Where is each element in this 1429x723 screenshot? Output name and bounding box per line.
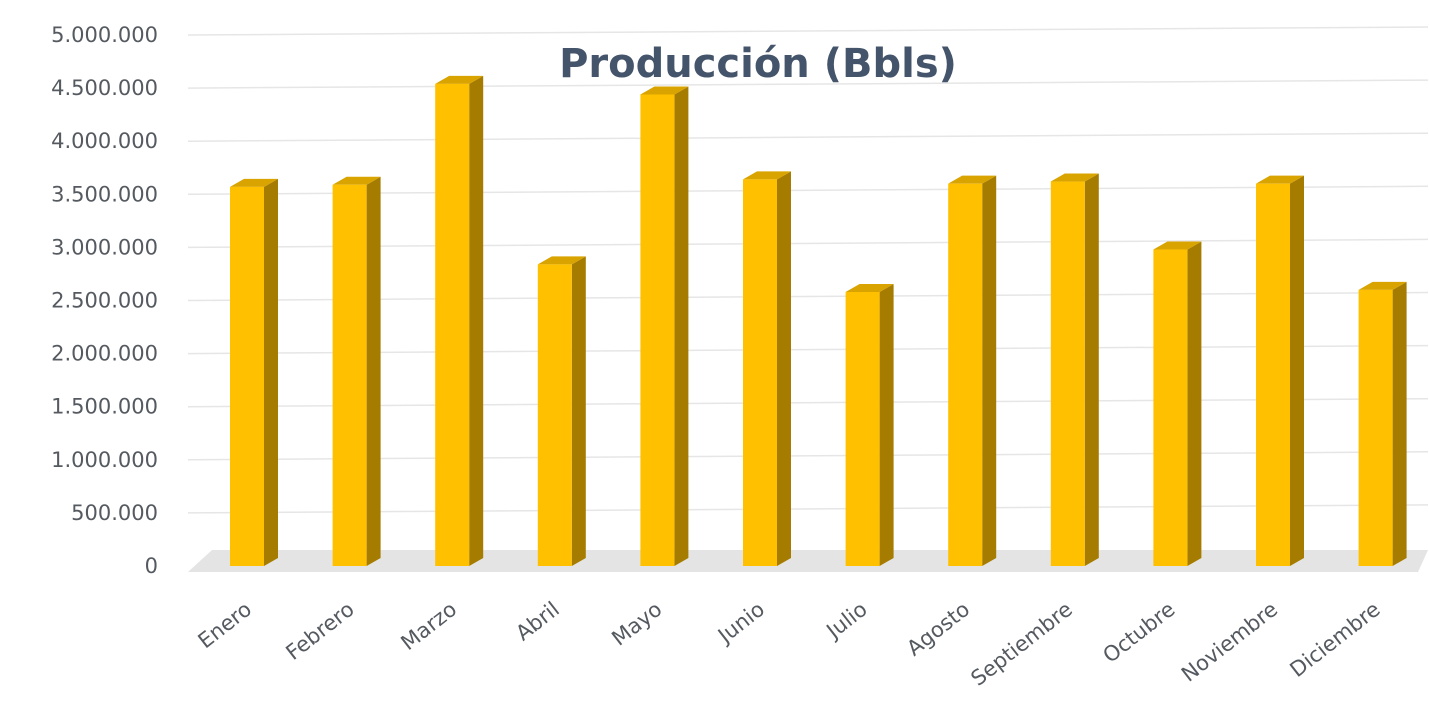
bars — [230, 75, 1407, 567]
y-tick-label: 0 — [145, 554, 158, 578]
bar — [537, 256, 586, 566]
x-category-label: Octubre — [1098, 597, 1179, 668]
y-tick-label: 1.500.000 — [51, 395, 158, 419]
y-tick-label: 1.000.000 — [51, 448, 158, 472]
y-tick-label: 5.000.000 — [51, 23, 158, 47]
gridline — [187, 451, 1429, 461]
bar — [435, 75, 484, 567]
bar — [1256, 175, 1304, 566]
bar-front-face — [1358, 289, 1393, 566]
bar-side-face — [1290, 175, 1304, 566]
floor-plane — [188, 550, 1428, 572]
y-tick-label: 4.500.000 — [51, 76, 158, 100]
x-category-label: Febrero — [281, 597, 358, 665]
bar-side-face — [674, 86, 689, 567]
bar-front-face — [332, 184, 367, 566]
bar-side-face — [777, 171, 791, 566]
bar — [845, 284, 894, 566]
gridlines — [187, 26, 1429, 514]
x-category-label: Marzo — [396, 597, 461, 655]
bar-top-face — [1358, 281, 1407, 290]
bar — [640, 86, 689, 567]
bar — [1050, 173, 1099, 566]
x-category-label: Enero — [194, 597, 256, 653]
chart-title: Producción (Bbls) — [559, 41, 957, 87]
y-tick-label: 3.000.000 — [51, 235, 158, 259]
bar-top-face — [332, 176, 381, 185]
bar — [743, 171, 791, 566]
x-category-label: Agosto — [902, 597, 974, 661]
bar-top-face — [948, 175, 997, 184]
x-category-label: Diciembre — [1285, 597, 1384, 682]
x-axis-category-labels: Enero Febrero Marzo Abril Mayo Junio Julio Agos… — [194, 597, 1385, 691]
x-category-label: Junio — [712, 597, 769, 649]
gridline — [187, 185, 1429, 196]
bar-top-face — [1153, 241, 1202, 250]
y-axis-tick-labels: 0 500.000 1.000.000 1.500.000 2.000.000 2.500… — [51, 23, 158, 578]
bar-top-face — [537, 256, 586, 265]
gridline — [187, 291, 1429, 302]
bar-side-face — [366, 176, 381, 566]
bar-front-face — [845, 292, 880, 566]
y-tick-label: 3.500.000 — [51, 182, 158, 206]
x-category-label: Julio — [821, 597, 872, 644]
bar — [948, 175, 997, 566]
bar-side-face — [879, 284, 894, 566]
bar-front-face — [1256, 183, 1290, 566]
gridline — [187, 344, 1429, 355]
x-category-label: Mayo — [607, 597, 666, 651]
gridline — [187, 238, 1429, 249]
bar-side-face — [982, 175, 997, 566]
y-tick-label: 4.000.000 — [51, 129, 158, 153]
x-category-label: Noviembre — [1177, 597, 1282, 686]
y-tick-label: 2.500.000 — [51, 289, 158, 313]
chart-floor — [188, 550, 1428, 572]
bar-side-face — [1187, 241, 1202, 567]
y-tick-label: 500.000 — [71, 501, 158, 525]
bar-side-face — [469, 75, 484, 567]
bar-front-face — [948, 183, 983, 566]
bar-side-face — [571, 256, 586, 566]
bar-top-face — [743, 171, 791, 180]
x-category-label: Septiembre — [966, 597, 1076, 691]
bar-front-face — [1050, 181, 1085, 566]
bar-top-face — [1256, 175, 1304, 184]
bar — [230, 178, 278, 566]
bar-front-face — [435, 83, 470, 567]
bar-side-face — [1392, 281, 1407, 566]
bar-side-face — [1084, 173, 1099, 566]
bar-front-face — [230, 186, 264, 566]
y-tick-label: 2.000.000 — [51, 342, 158, 366]
gridline — [187, 26, 1429, 36]
bar-top-face — [845, 284, 894, 293]
gridline — [187, 397, 1429, 408]
bar-front-face — [537, 264, 572, 566]
bar-top-face — [1050, 173, 1099, 182]
bar — [332, 176, 381, 566]
bar-top-face — [435, 75, 484, 84]
bar — [1358, 281, 1407, 566]
bar-top-face — [230, 178, 278, 187]
gridline — [187, 79, 1429, 89]
bar-front-face — [743, 179, 777, 566]
gridline — [187, 504, 1429, 514]
gridline — [187, 132, 1429, 142]
bar-front-face — [1153, 249, 1188, 567]
bar-top-face — [640, 86, 689, 95]
bar-side-face — [264, 178, 278, 566]
bar-front-face — [640, 94, 675, 567]
x-category-label: Abril — [511, 597, 564, 645]
bar — [1153, 241, 1202, 567]
